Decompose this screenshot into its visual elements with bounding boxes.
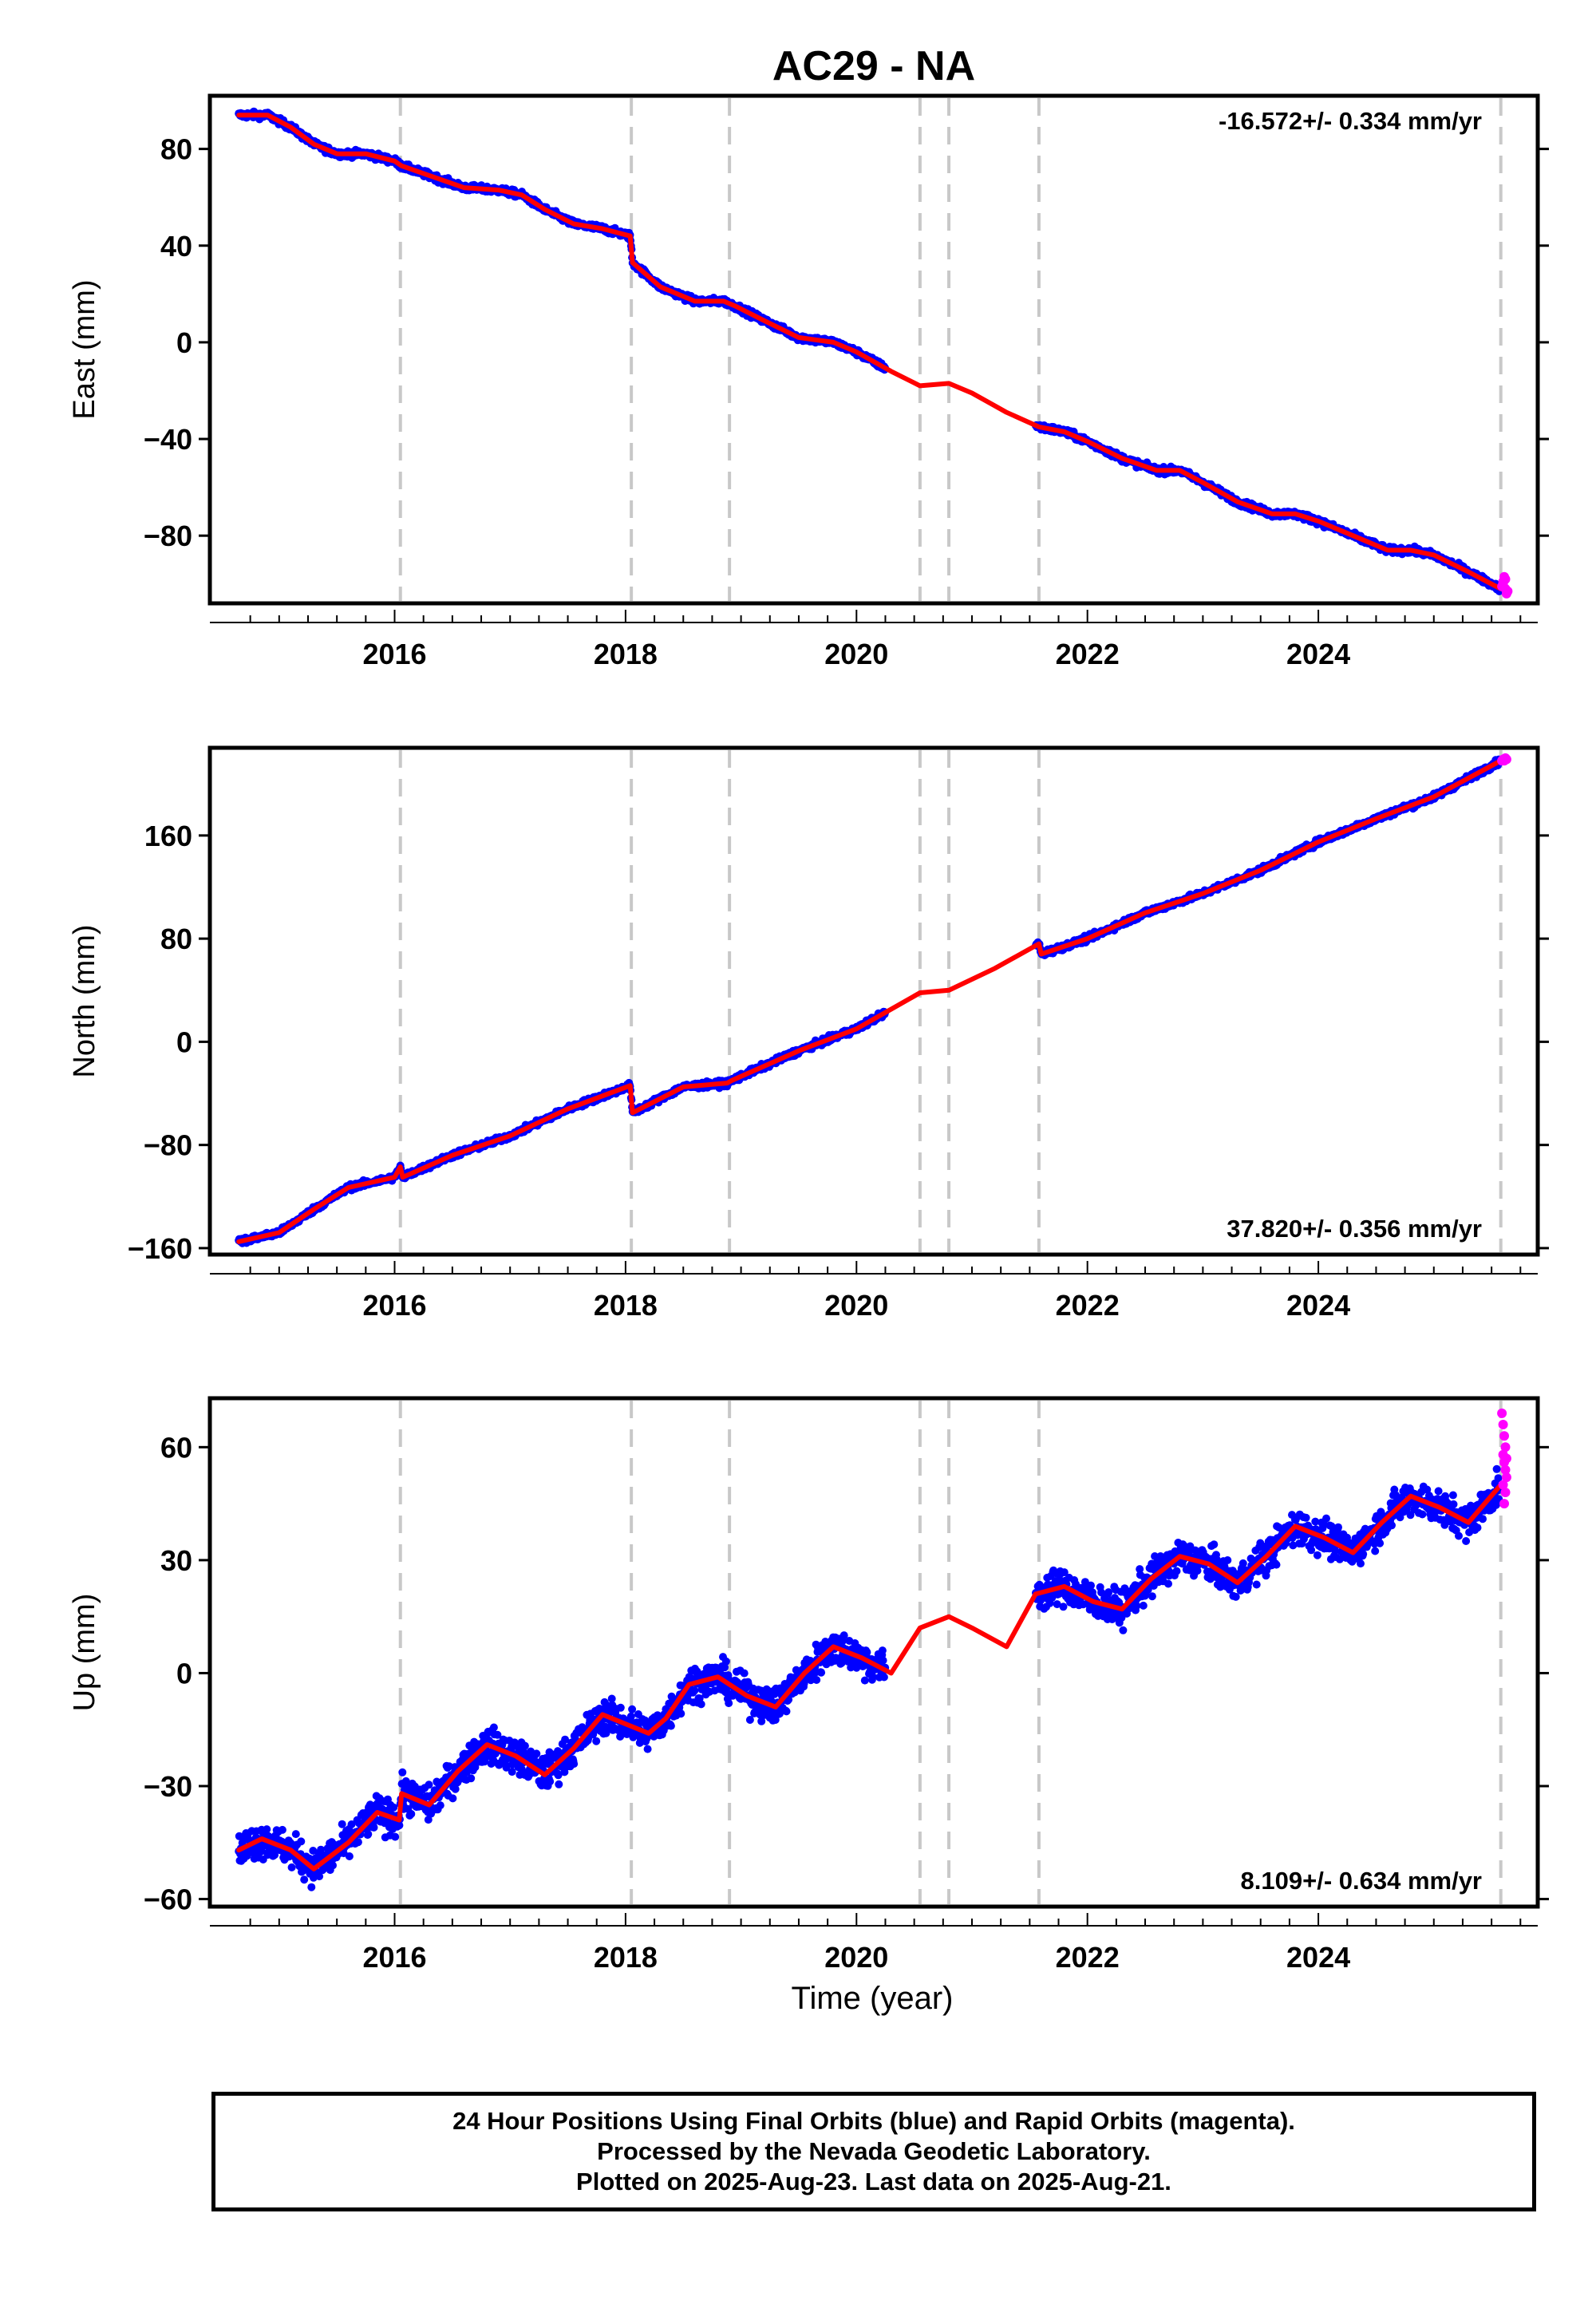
east-x-tick-label: 2022 xyxy=(1056,638,1120,670)
east-x-tick-label: 2018 xyxy=(594,638,658,670)
north-x-tick-label: 2024 xyxy=(1286,1289,1350,1322)
east-frame xyxy=(207,93,1540,606)
up-final-orbit-point xyxy=(263,1825,271,1834)
north-panel: 2016 2018 2020 2022 2024 −160 −80 0 80 160 North (… xyxy=(68,745,1549,1322)
north-y-tick-label: 160 xyxy=(144,820,192,852)
up-final-orbit-point xyxy=(467,1774,476,1783)
up-final-orbit-point xyxy=(300,1875,309,1884)
up-final-orbit-point xyxy=(489,1723,498,1732)
north-rapid-orbit-point xyxy=(1501,754,1511,765)
east-final-orbit-points xyxy=(235,107,1503,595)
north-y-tick-label: 0 xyxy=(176,1026,192,1058)
up-final-orbit-point xyxy=(436,1801,444,1810)
up-final-orbit-point xyxy=(389,1803,398,1812)
up-final-orbit-point xyxy=(338,1820,346,1828)
north-x-tick-label: 2016 xyxy=(362,1289,426,1322)
up-final-orbit-point xyxy=(407,1809,416,1818)
north-x-tick-label: 2022 xyxy=(1056,1289,1120,1322)
up-final-orbit-point xyxy=(398,1768,407,1777)
up-final-orbit-point xyxy=(291,1830,300,1839)
up-final-orbit-point xyxy=(297,1837,306,1846)
up-final-orbit-point xyxy=(391,1832,400,1841)
east-x-tick-label: 2020 xyxy=(824,638,888,670)
east-rapid-orbit-point xyxy=(1503,586,1513,596)
up-final-orbit-points xyxy=(235,1464,1503,1891)
north-x-tick-label: 2018 xyxy=(594,1289,658,1322)
north-y-tick-label: −160 xyxy=(128,1232,192,1265)
east-rapid-orbit-points xyxy=(1497,571,1513,599)
north-y-tick-label: −80 xyxy=(144,1129,192,1162)
up-final-orbit-point xyxy=(369,1823,378,1832)
figure-title: AC29 - NA xyxy=(772,43,975,89)
east-y-tick-label: 40 xyxy=(160,230,192,263)
east-x-tick-label: 2016 xyxy=(362,638,426,670)
up-final-orbit-point xyxy=(425,1780,433,1789)
east-y-tick-label: 0 xyxy=(176,326,192,359)
up-final-orbit-point xyxy=(364,1830,373,1839)
up-final-orbit-point xyxy=(307,1883,316,1891)
up-final-orbit-point xyxy=(448,1794,457,1803)
north-x-tick-label: 2020 xyxy=(824,1289,888,1322)
up-final-orbit-point xyxy=(287,1863,296,1871)
north-y-tick-label: 80 xyxy=(160,923,192,955)
east-x-tick-label: 2024 xyxy=(1286,638,1350,670)
east-y-tick-label: −40 xyxy=(144,423,192,456)
north-rate-annotation: 37.820+/- 0.356 mm/yr xyxy=(1227,1215,1482,1243)
east-panel: 2016 2018 2020 2022 2024 −80 −40 0 40 80 East (mm)… xyxy=(68,93,1549,670)
east-y-axis-label: East (mm) xyxy=(68,279,101,419)
east-model-fit-line xyxy=(236,113,1503,591)
up-final-orbit-point xyxy=(345,1852,354,1860)
east-rapid-orbit-point xyxy=(1500,574,1511,584)
east-y-tick-label: −80 xyxy=(144,520,192,552)
north-final-orbit-points xyxy=(235,755,1503,1247)
north-y-axis-label: North (mm) xyxy=(68,924,101,1077)
up-final-orbit-point xyxy=(278,1825,286,1834)
east-rate-annotation: -16.572+/- 0.334 mm/yr xyxy=(1219,107,1482,135)
up-final-orbit-point xyxy=(354,1838,362,1847)
east-y-tick-label: 80 xyxy=(160,133,192,166)
